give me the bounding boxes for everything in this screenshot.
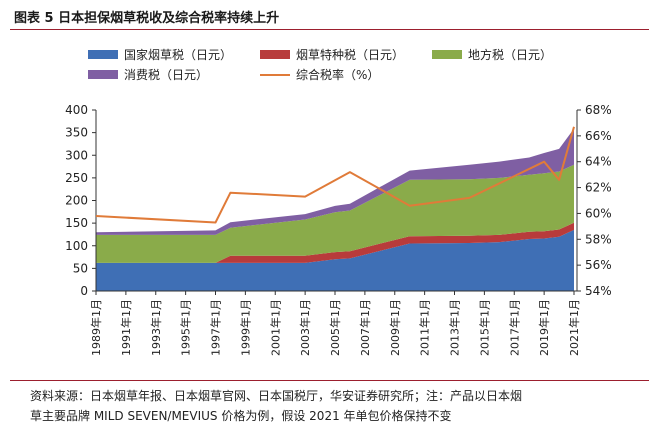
source-note-line-1: 资料来源：日本烟草年报、日本烟草官网、日本国税厅，华安证券研究所；注：产品以日本… bbox=[30, 389, 523, 403]
x-tick-label: 2005年1月 bbox=[328, 299, 342, 356]
x-tick-label: 2017年1月 bbox=[507, 299, 521, 356]
legend-label-special: 烟草特种税（日元） bbox=[296, 48, 405, 62]
legend-item-local: 地方税（日元） bbox=[432, 46, 552, 63]
right-tick-label: 66% bbox=[585, 129, 612, 143]
legend-label-local: 地方税（日元） bbox=[468, 48, 553, 62]
tax-chart: 0 50 100 150 200 250 300 350 400 54% 56% 58% 60% 62% 6… bbox=[65, 103, 612, 356]
right-tick-label: 56% bbox=[585, 258, 612, 272]
source-note: 资料来源：日本烟草年报、日本烟草官网、日本国税厅，华安证券研究所；注：产品以日本… bbox=[30, 386, 650, 426]
legend-swatch-national bbox=[88, 50, 118, 59]
right-tick-label: 60% bbox=[585, 206, 612, 220]
x-tick-label: 2009年1月 bbox=[388, 299, 402, 356]
legend-label-rate: 综合税率（%） bbox=[296, 68, 380, 82]
bottom-divider bbox=[10, 380, 649, 381]
left-tick-label: 150 bbox=[65, 216, 88, 230]
left-tick-label: 50 bbox=[73, 261, 88, 275]
x-tick-label: 1991年1月 bbox=[119, 299, 133, 356]
rate-line-series bbox=[95, 126, 575, 224]
left-tick-label: 250 bbox=[65, 171, 88, 185]
x-tick-label: 1999年1月 bbox=[238, 299, 252, 356]
right-tick-label: 62% bbox=[585, 181, 612, 195]
source-note-line-2: 草主要品牌 MILD SEVEN/MEVIUS 价格为例，假设 2021 年单包… bbox=[30, 409, 452, 423]
left-tick-label: 350 bbox=[65, 126, 88, 140]
legend-item-special: 烟草特种税（日元） bbox=[260, 46, 404, 63]
x-tick-label: 2015年1月 bbox=[477, 299, 491, 356]
left-tick-label: 300 bbox=[65, 148, 88, 162]
legend-label-national: 国家烟草税（日元） bbox=[124, 48, 233, 62]
x-tick-label: 2011年1月 bbox=[418, 299, 432, 356]
area-series-special bbox=[96, 222, 574, 263]
x-tick-label: 2019年1月 bbox=[537, 299, 551, 356]
legend-label-consumption: 消费税（日元） bbox=[124, 68, 209, 82]
area-series-local bbox=[96, 164, 574, 263]
right-tick-label: 54% bbox=[585, 284, 612, 298]
x-tick-label: 1989年1月 bbox=[89, 299, 103, 356]
left-tick-label: 400 bbox=[65, 103, 88, 117]
x-tick-label: 1997年1月 bbox=[209, 299, 223, 356]
legend-item-rate: 综合税率（%） bbox=[260, 66, 379, 83]
left-tick-label: 100 bbox=[65, 239, 88, 253]
left-tick-label: 200 bbox=[65, 194, 88, 208]
right-tick-label: 58% bbox=[585, 232, 612, 246]
right-tick-label: 68% bbox=[585, 103, 612, 117]
legend-swatch-special bbox=[260, 50, 290, 59]
x-tick-label: 2013年1月 bbox=[448, 299, 462, 356]
legend-swatch-local bbox=[432, 50, 462, 59]
x-tick-label: 1995年1月 bbox=[179, 299, 193, 356]
legend-swatch-consumption bbox=[88, 70, 118, 79]
x-tick-label: 2001年1月 bbox=[268, 299, 282, 356]
left-tick-label: 0 bbox=[80, 284, 88, 298]
title-divider bbox=[10, 29, 649, 30]
figure-title: 图表 5 日本担保烟草税收及综合税率持续上升 bbox=[14, 11, 280, 26]
legend-item-consumption: 消费税（日元） bbox=[88, 66, 208, 83]
right-tick-label: 64% bbox=[585, 155, 612, 169]
x-tick-label: 1993年1月 bbox=[149, 299, 163, 356]
area-series-national bbox=[96, 229, 574, 291]
legend-item-national: 国家烟草税（日元） bbox=[88, 46, 232, 63]
x-tick-label: 2021年1月 bbox=[567, 299, 581, 356]
legend-line-rate bbox=[260, 73, 290, 76]
x-tick-label: 2007年1月 bbox=[358, 299, 372, 356]
x-tick-label: 2003年1月 bbox=[298, 299, 312, 356]
